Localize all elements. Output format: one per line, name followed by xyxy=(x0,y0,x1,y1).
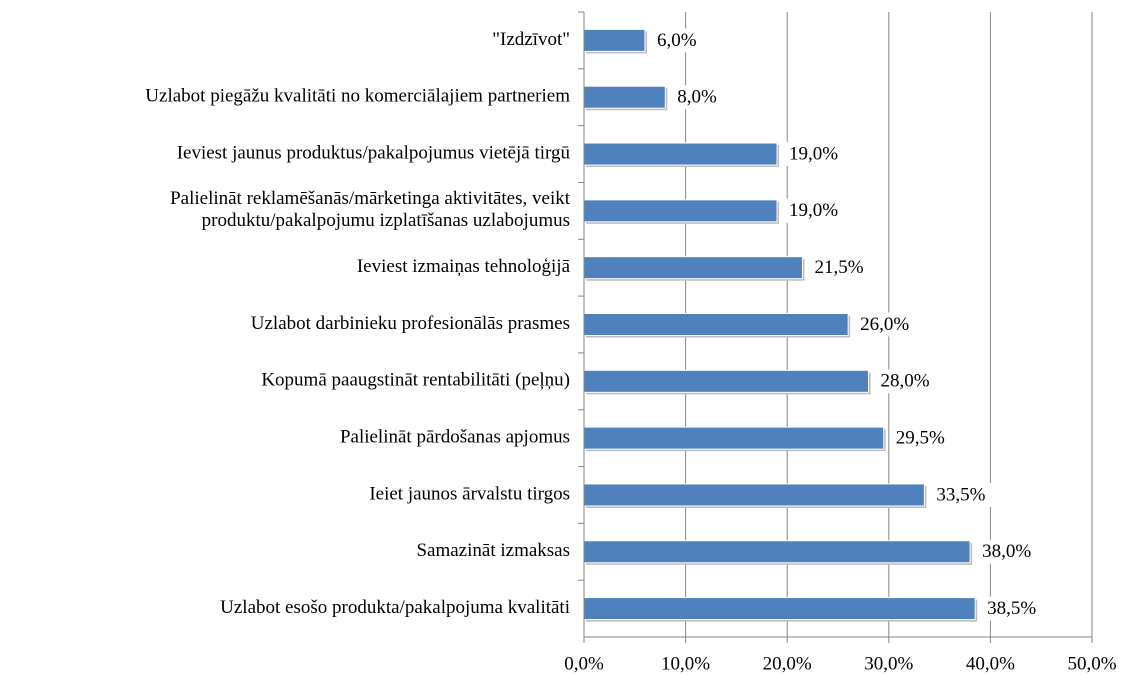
y-tick-label: Uzlabot esošo produkta/pakalpojuma kvali… xyxy=(220,597,570,618)
value-label-bg xyxy=(671,85,734,110)
x-tick-label: 50,0% xyxy=(1067,653,1116,674)
bar xyxy=(583,540,971,564)
bar xyxy=(583,142,778,166)
x-tick-label: 10,0% xyxy=(661,653,710,674)
bar xyxy=(583,369,869,393)
y-tick-label: Samazināt izmaksas xyxy=(416,540,570,561)
bar xyxy=(583,313,849,336)
bar xyxy=(583,28,646,52)
y-tick-label: Palielināt pārdošanas apjomus xyxy=(340,426,570,447)
value-label: 38,5% xyxy=(987,598,1036,619)
bar xyxy=(583,483,925,507)
value-label-bg xyxy=(783,142,846,167)
value-label-bg xyxy=(981,596,1044,621)
value-label: 6,0% xyxy=(657,30,697,51)
value-label-bg xyxy=(976,539,1039,564)
bar xyxy=(583,597,976,621)
y-tick-label: Ieiet jaunos ārvalstu tirgos xyxy=(369,483,570,504)
y-tick-label: Uzlabot darbinieku profesionālās prasmes xyxy=(251,313,570,334)
value-label: 8,0% xyxy=(677,87,717,108)
y-tick-label: Palielināt reklamēšanās/mārketinga aktiv… xyxy=(170,188,571,231)
value-label: 33,5% xyxy=(936,484,985,505)
value-label-bg xyxy=(930,482,993,507)
bar xyxy=(583,85,666,109)
value-label-bg xyxy=(874,369,937,394)
value-label: 38,0% xyxy=(982,541,1031,562)
bar xyxy=(583,256,803,280)
value-label-bg xyxy=(854,312,917,337)
x-tick-label: 0,0% xyxy=(564,653,604,674)
value-label: 19,0% xyxy=(789,200,838,221)
y-tick-label: Kopumā paaugstināt rentabilitāti (peļņu) xyxy=(261,370,570,391)
bar xyxy=(583,199,778,223)
value-label-bg xyxy=(808,255,871,280)
y-tick-label: Ieviest izmaiņas tehnoloģijā xyxy=(357,256,571,277)
value-label: 19,0% xyxy=(789,143,838,164)
value-label-bg xyxy=(783,198,846,223)
value-label: 29,5% xyxy=(896,427,945,448)
x-tick-label: 30,0% xyxy=(864,653,913,674)
y-tick-label: "Izdzīvot" xyxy=(492,29,570,50)
value-label-bg xyxy=(889,426,952,451)
value-label: 26,0% xyxy=(860,314,909,335)
value-label: 21,5% xyxy=(814,257,863,278)
value-label: 28,0% xyxy=(880,371,929,392)
y-tick-label: Ieviest jaunus produktus/pakalpojumus vi… xyxy=(177,142,571,163)
y-tick-label: Uzlabot piegāžu kvalitāti no komerciālaj… xyxy=(145,86,570,107)
value-label-bg xyxy=(650,28,713,53)
x-tick-label: 40,0% xyxy=(966,653,1015,674)
bar xyxy=(583,426,885,450)
x-tick-label: 20,0% xyxy=(763,653,812,674)
